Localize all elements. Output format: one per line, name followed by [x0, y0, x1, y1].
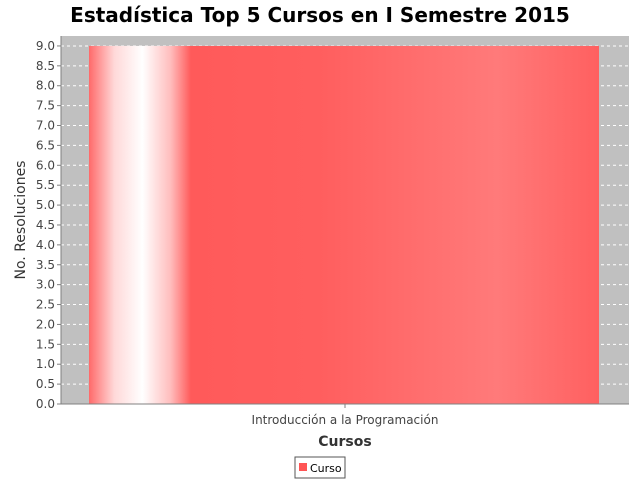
- legend: Curso: [294, 456, 346, 479]
- y-tick-label: 0.5: [36, 377, 55, 391]
- y-tick-label: 5.0: [36, 198, 55, 212]
- bars: [89, 45, 599, 404]
- y-axis-ticks: 0.0 0.5 1.0 1.5 2.0 2.5 3.0 3.5 4.0 4.5 5.0 5.5 6.0 6…: [36, 39, 61, 411]
- y-tick-label: 8.5: [36, 59, 55, 73]
- y-tick-label: 7.0: [36, 119, 55, 133]
- y-axis-label: No. Resoluciones: [13, 161, 29, 280]
- x-axis-label: Cursos: [318, 434, 371, 450]
- y-tick-label: 1.5: [36, 337, 55, 351]
- bar: [89, 45, 599, 404]
- chart-title: Estadística Top 5 Cursos en I Semestre 2…: [70, 3, 570, 27]
- y-tick-label: 3.0: [36, 278, 55, 292]
- y-tick-label: 6.5: [36, 138, 55, 152]
- x-axis-categories: Introducción a la Programación: [252, 404, 439, 427]
- y-tick-label: 8.0: [36, 79, 55, 93]
- y-tick-label: 6.0: [36, 158, 55, 172]
- y-tick-label: 4.5: [36, 218, 55, 232]
- legend-box: [294, 456, 346, 479]
- y-tick-label: 0.0: [36, 397, 55, 411]
- y-tick-label: 7.5: [36, 99, 55, 113]
- legend-label: Curso: [310, 462, 342, 475]
- y-tick-label: 1.0: [36, 357, 55, 371]
- y-tick-label: 2.0: [36, 317, 55, 331]
- y-tick-label: 4.0: [36, 238, 55, 252]
- y-tick-label: 2.5: [36, 298, 55, 312]
- legend-swatch: [299, 463, 307, 471]
- y-tick-label: 3.5: [36, 258, 55, 272]
- y-tick-label: 5.5: [36, 178, 55, 192]
- x-category-label: Introducción a la Programación: [252, 413, 439, 427]
- y-tick-label: 9.0: [36, 39, 55, 53]
